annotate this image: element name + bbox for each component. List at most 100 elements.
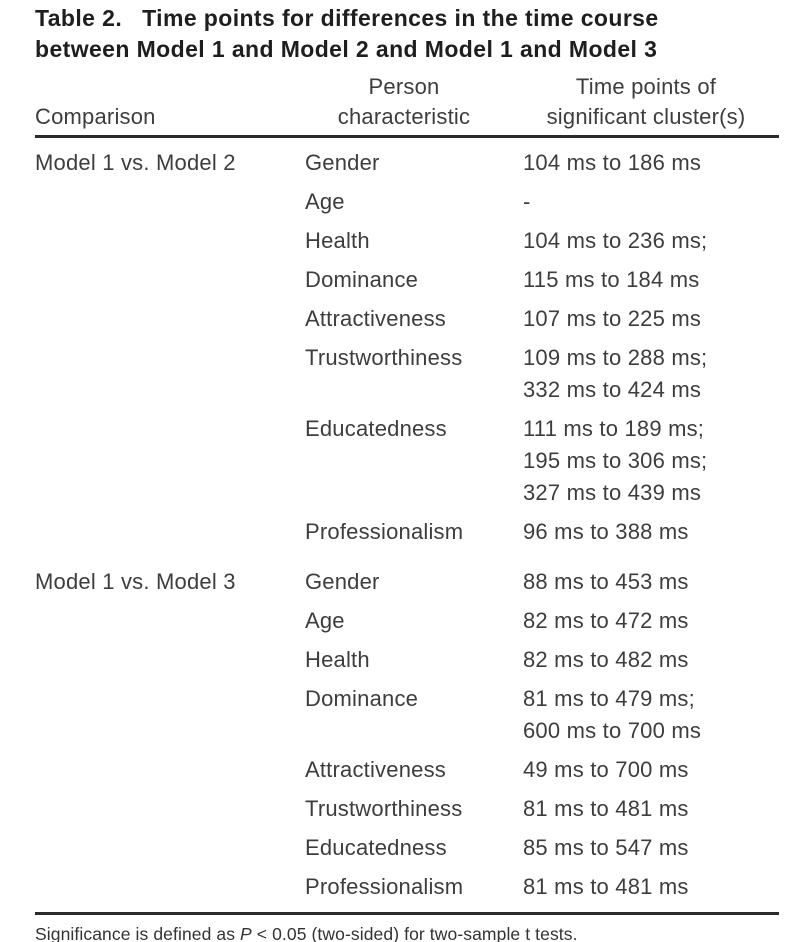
comparison-cell: [35, 832, 295, 864]
table-row: Trustworthiness 81 ms to 481 ms: [35, 793, 779, 832]
timepoint-line: 96 ms to 388 ms: [523, 519, 689, 544]
characteristic-cell: Dominance: [305, 686, 419, 711]
timepoint-line: 81 ms to 479 ms;: [523, 686, 695, 711]
timepoints-cell: 88 ms to 453 ms: [513, 566, 779, 598]
header-person-line1: Person: [368, 74, 440, 99]
table-row: Model 1 vs. Model 3 Gender 88 ms to 453 …: [35, 566, 779, 605]
timepoints-cell: -: [513, 186, 779, 218]
header-person-characteristic: Person characteristic: [295, 72, 513, 132]
table-row: Trustworthiness 109 ms to 288 ms; 332 ms…: [35, 342, 779, 413]
header-person-line2: characteristic: [337, 104, 471, 129]
characteristic-cell: Gender: [305, 569, 380, 594]
footnote-text-pre: Significance is defined as: [35, 924, 241, 942]
timepoints-cell: 81 ms to 481 ms: [513, 871, 779, 903]
timepoints-cell: 111 ms to 189 ms; 195 ms to 306 ms; 327 …: [513, 413, 779, 509]
timepoints-cell: 96 ms to 388 ms: [513, 516, 779, 548]
section-model1-vs-model3: Model 1 vs. Model 3 Gender 88 ms to 453 …: [35, 566, 779, 910]
timepoints-cell: 81 ms to 481 ms: [513, 793, 779, 825]
header-comparison: Comparison: [35, 104, 156, 129]
timepoint-line: 111 ms to 189 ms;: [523, 416, 705, 441]
table-row: Educatedness 85 ms to 547 ms: [35, 832, 779, 871]
table-title-text: Time points for differences in the time …: [142, 5, 659, 31]
characteristic-cell: Trustworthiness: [305, 345, 463, 370]
timepoints-cell: 49 ms to 700 ms: [513, 754, 779, 786]
table-row: Dominance 81 ms to 479 ms; 600 ms to 700…: [35, 683, 779, 754]
footer-rule: [35, 912, 779, 915]
timepoint-line: 81 ms to 481 ms: [523, 796, 689, 821]
table-title-line2: between Model 1 and Model 2 and Model 1 …: [35, 36, 658, 62]
comparison-cell: [35, 644, 295, 676]
timepoint-line: 115 ms to 184 ms: [523, 267, 700, 292]
comparison-cell: [35, 605, 295, 637]
timepoints-cell: 81 ms to 479 ms; 600 ms to 700 ms: [513, 683, 779, 747]
timepoint-line: 332 ms to 424 ms: [523, 377, 702, 402]
timepoints-cell: 82 ms to 482 ms: [513, 644, 779, 676]
timepoint-line: 49 ms to 700 ms: [523, 757, 689, 782]
timepoint-line: 600 ms to 700 ms: [523, 718, 702, 743]
characteristic-cell: Health: [305, 647, 370, 672]
characteristic-cell: Gender: [305, 150, 380, 175]
table-row: Professionalism 96 ms to 388 ms: [35, 516, 779, 555]
table-row: Health 104 ms to 236 ms;: [35, 225, 779, 264]
timepoint-line: 104 ms to 186 ms: [523, 150, 702, 175]
timepoints-cell: 82 ms to 472 ms: [513, 605, 779, 637]
header-timepoints-line1: Time points of: [575, 74, 717, 99]
table-header-row: Comparison Person characteristic Time po…: [35, 72, 779, 132]
comparison-cell: [35, 683, 295, 747]
timepoints-cell: 85 ms to 547 ms: [513, 832, 779, 864]
timepoint-line: 88 ms to 453 ms: [523, 569, 689, 594]
header-time-points: Time points of significant cluster(s): [513, 72, 779, 132]
characteristic-cell: Attractiveness: [305, 757, 446, 782]
comparison-cell: [35, 303, 295, 335]
timepoint-line: 82 ms to 482 ms: [523, 647, 689, 672]
characteristic-cell: Educatedness: [305, 416, 447, 441]
header-rule: [35, 135, 779, 138]
timepoints-cell: 115 ms to 184 ms: [513, 264, 779, 296]
timepoints-cell: 104 ms to 236 ms;: [513, 225, 779, 257]
timepoints-cell: 109 ms to 288 ms; 332 ms to 424 ms: [513, 342, 779, 406]
timepoint-line: 109 ms to 288 ms;: [523, 345, 708, 370]
characteristic-cell: Dominance: [305, 267, 419, 292]
timepoint-line: 81 ms to 481 ms: [523, 874, 689, 899]
table-footnote: Significance is defined as P < 0.05 (two…: [35, 923, 779, 942]
characteristic-cell: Professionalism: [305, 874, 464, 899]
table-row: Age 82 ms to 472 ms: [35, 605, 779, 644]
characteristic-cell: Age: [305, 189, 345, 214]
comparison-cell: Model 1 vs. Model 3: [35, 569, 236, 594]
timepoints-cell: 107 ms to 225 ms: [513, 303, 779, 335]
table-row: Professionalism 81 ms to 481 ms: [35, 871, 779, 910]
section-model1-vs-model2: Model 1 vs. Model 2 Gender 104 ms to 186…: [35, 147, 779, 555]
timepoint-line: 104 ms to 236 ms;: [523, 228, 708, 253]
comparison-cell: [35, 793, 295, 825]
table-number: Table 2.: [35, 5, 123, 31]
timepoint-line: 195 ms to 306 ms;: [523, 448, 708, 473]
timepoint-line: 82 ms to 472 ms: [523, 608, 689, 633]
footnote-text-post: < 0.05 (two-sided) for two-sample t test…: [251, 924, 578, 942]
comparison-cell: [35, 754, 295, 786]
table-body: Model 1 vs. Model 2 Gender 104 ms to 186…: [35, 138, 779, 910]
comparison-cell: [35, 225, 295, 257]
comparison-cell: [35, 342, 295, 406]
table-row: Attractiveness 49 ms to 700 ms: [35, 754, 779, 793]
characteristic-cell: Age: [305, 608, 345, 633]
characteristic-cell: Educatedness: [305, 835, 447, 860]
timepoint-line: 107 ms to 225 ms: [523, 306, 702, 331]
characteristic-cell: Professionalism: [305, 519, 464, 544]
table-row: Model 1 vs. Model 2 Gender 104 ms to 186…: [35, 147, 779, 186]
comparison-cell: [35, 264, 295, 296]
comparison-cell: [35, 871, 295, 903]
comparison-cell: [35, 186, 295, 218]
comparison-cell: Model 1 vs. Model 2: [35, 150, 236, 175]
comparison-cell: [35, 413, 295, 509]
table-content: Table 2. Time points for differences in t…: [35, 0, 779, 942]
timepoints-cell: 104 ms to 186 ms: [513, 147, 779, 179]
timepoint-line: 85 ms to 547 ms: [523, 835, 689, 860]
table-row: Dominance 115 ms to 184 ms: [35, 264, 779, 303]
footnote-p-symbol: P: [240, 924, 252, 942]
timepoint-line: 327 ms to 439 ms: [523, 480, 702, 505]
timepoint-line: -: [523, 189, 531, 214]
table-title: Table 2. Time points for differences in t…: [35, 0, 779, 65]
header-timepoints-line2: significant cluster(s): [546, 104, 746, 129]
characteristic-cell: Attractiveness: [305, 306, 446, 331]
